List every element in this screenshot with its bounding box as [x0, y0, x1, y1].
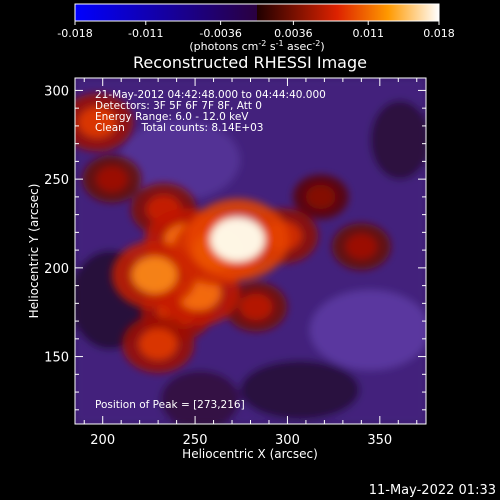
observation-info: 21-May-2012 04:42:48.000 to 04:44:40.000… [95, 89, 326, 134]
y-axis-ticks: 150 200 250 300 [44, 84, 426, 411]
colorbar-tick-label: -0.0036 [199, 27, 241, 40]
x-axis-label: Heliocentric X (arcsec) [182, 447, 318, 461]
colorbar-tick-label: 0.0036 [274, 27, 313, 40]
source-core [77, 106, 117, 138]
source-core [138, 328, 178, 360]
source-core [345, 233, 377, 260]
x-axis-ticks: 200 250 300 350 [83, 78, 418, 448]
y-tick-label: 200 [44, 262, 69, 277]
y-axis-label: Heliocentric Y (arcsec) [27, 184, 41, 319]
peak-position-label: Position of Peak = [273,216] [95, 399, 245, 411]
colorbar-gradient [74, 3, 440, 22]
x-tick-label: 250 [183, 433, 208, 448]
y-tick-label: 150 [44, 351, 69, 366]
colorbar-ticks: -0.018 -0.011 -0.0036 0.0036 0.011 0.018 [57, 21, 455, 40]
x-tick-label: 300 [275, 433, 300, 448]
source-core [131, 256, 178, 294]
chart-title: Reconstructed RHESSI Image [133, 53, 367, 72]
colorbar-tick-label: -0.018 [57, 27, 92, 40]
info-detectors: Detectors: 3F 5F 6F 7F 8F, Att 0 [95, 100, 262, 112]
source-core [96, 166, 128, 192]
colorbar-tick-label: 0.011 [352, 27, 384, 40]
info-total-counts: Clean Total counts: 8.14E+03 [95, 122, 264, 134]
info-energy-range: Energy Range: 6.0 - 12.0 keV [95, 111, 249, 123]
heatmap-area [75, 78, 426, 424]
colorbar-tick-label: -0.011 [128, 27, 163, 40]
x-tick-label: 200 [90, 433, 115, 448]
source-core [239, 293, 273, 321]
info-time-range: 21-May-2012 04:42:48.000 to 04:44:40.000 [95, 89, 326, 101]
emission-sources [75, 93, 391, 373]
source-core [210, 217, 265, 262]
source-core [305, 184, 336, 209]
y-tick-label: 250 [44, 173, 69, 188]
footer-timestamp: 11-May-2022 01:33 [369, 483, 496, 498]
colorbar: -0.018 -0.011 -0.0036 0.0036 0.011 0.018 (pho… [57, 3, 455, 53]
colorbar-units: (photons cm-2 s-1 asec-2) [189, 39, 324, 53]
colorbar-tick-label: 0.018 [423, 27, 455, 40]
x-tick-label: 350 [367, 433, 392, 448]
y-tick-label: 300 [44, 84, 69, 99]
